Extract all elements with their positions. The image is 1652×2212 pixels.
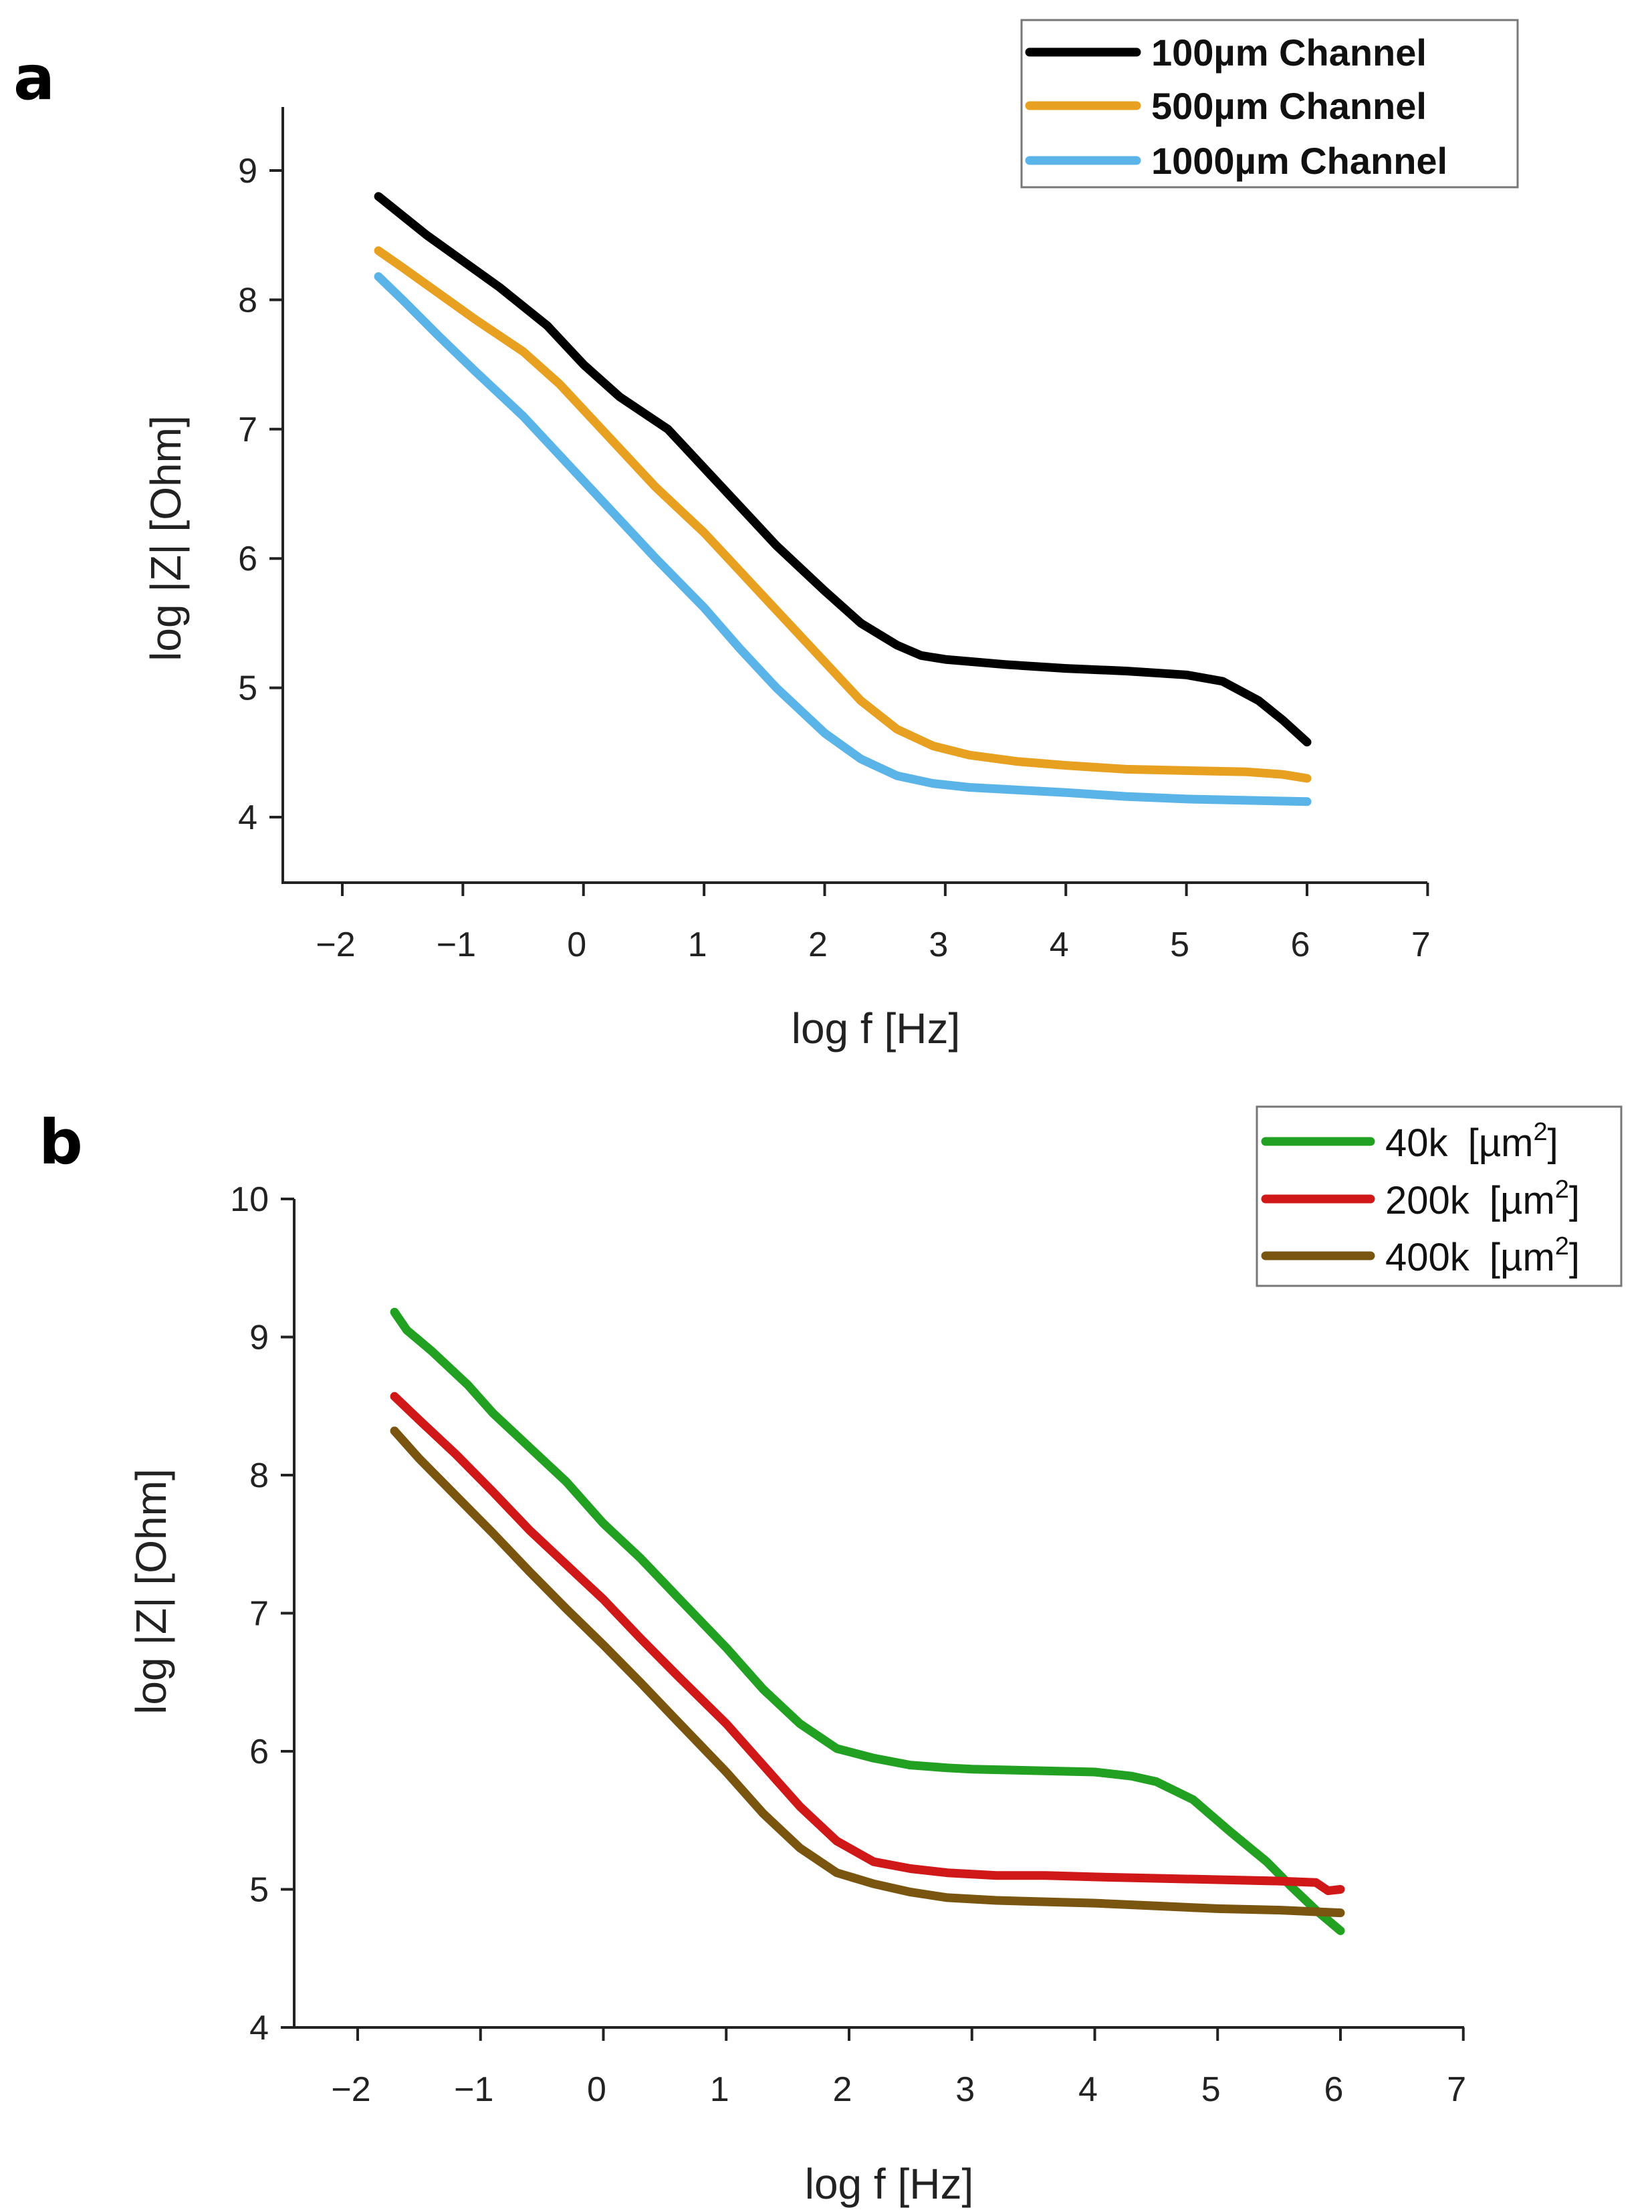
b-x-tick-label-0: −2 [331,2070,370,2109]
panel-b: b −2 −1 0 1 2 3 4 5 6 7 4 5 6 7 8 9 10 log f [Hz] log |Z… [39,1105,1623,2208]
b-y-tick-label-2: 6 [249,1733,269,1771]
a-y-tick-label-1: 5 [238,669,257,708]
panel-b-series [390,1307,1345,1935]
a-x-tick-label-7: 5 [1170,925,1189,964]
b-x-tick-label-1: −1 [454,2070,493,2109]
panel-b-y-axis-title: log |Z| [Ohm] [127,1468,175,1715]
a-x-tick-label-5: 3 [929,925,948,964]
panel-a-label: a [13,42,55,114]
panel-b-legend: 40k [µm2] 200k [µm2] 400k [µm2] [1256,1105,1623,1287]
legend-b-label-40k: 40k [µm2] [1385,1118,1558,1165]
a-x-tick-label-6: 4 [1050,925,1069,964]
b-x-tick-label-3: 1 [710,2070,729,2109]
b-x-tick-label-5: 3 [955,2070,975,2109]
a-x-tick-label-2: 0 [567,925,586,964]
legend-b-label-200k: 200k [µm2] [1385,1176,1580,1222]
b-y-tick-label-5: 9 [249,1319,269,1357]
panel-a-ticks [269,169,1429,896]
b-x-tick-label-7: 5 [1201,2070,1221,2109]
legend-b-40k-close: ] [1548,1121,1558,1165]
a-series-100um-line [374,192,1312,747]
a-y-tick-label-2: 6 [238,540,257,578]
panel-a-legend: 100µm Channel 500µm Channel 1000µm Chann… [1020,19,1519,189]
legend-a-label-500um: 500µm Channel [1151,85,1427,127]
legend-b-400k-close: ] [1569,1236,1580,1279]
panel-b-tick-labels: −2 −1 0 1 2 3 4 5 6 7 4 5 6 7 8 9 10 [230,1180,1466,2109]
a-series-1000um-line [374,272,1312,806]
panel-a: a −2 −1 0 1 2 3 4 5 6 7 4 5 6 7 8 9 log f [Hz] log |Z| … [13,19,1519,1053]
legend-b-200k-exp: 2 [1555,1176,1569,1204]
legend-b-label-400k: 400k [µm2] [1385,1232,1580,1279]
a-y-tick-label-3: 7 [238,411,257,449]
b-x-tick-label-8: 6 [1324,2070,1344,2109]
legend-b-400k-name: 400k [1385,1236,1470,1279]
legend-a-label-100um: 100µm Channel [1151,31,1427,74]
b-series-400k-line [390,1426,1345,1918]
a-x-tick-label-0: −2 [316,925,355,964]
b-y-tick-label-3: 7 [249,1595,269,1634]
panel-a-y-axis-title: log |Z| [Ohm] [142,415,190,661]
legend-b-40k-exp: 2 [1534,1118,1548,1146]
b-series-200k-line [390,1392,1345,1896]
panel-a-axes [281,107,1427,884]
a-x-tick-label-3: 1 [688,925,707,964]
panel-a-tick-labels: −2 −1 0 1 2 3 4 5 6 7 4 5 6 7 8 9 [238,152,1431,964]
a-y-tick-label-0: 4 [238,798,257,837]
legend-b-400k-unit: [µm [1490,1236,1555,1279]
legend-b-40k-unit: [µm [1468,1121,1534,1165]
b-x-tick-label-9: 7 [1447,2070,1466,2109]
b-y-tick-label-0: 4 [249,2009,269,2048]
panel-b-label: b [39,1107,83,1178]
a-x-tick-label-4: 2 [808,925,828,964]
panel-a-series [374,192,1312,806]
b-y-tick-label-6: 10 [230,1180,269,1219]
legend-b-200k-name: 200k [1385,1179,1470,1222]
a-y-tick-label-4: 8 [238,281,257,320]
legend-b-200k-unit: [µm [1490,1179,1555,1222]
legend-b-400k-exp: 2 [1555,1232,1569,1260]
legend-b-200k-close: ] [1569,1179,1580,1222]
b-series-40k-line [390,1307,1345,1935]
b-y-tick-label-1: 5 [249,1871,269,1910]
b-x-tick-label-4: 2 [833,2070,852,2109]
legend-b-40k-name: 40k [1385,1121,1449,1165]
a-x-tick-label-8: 6 [1291,925,1310,964]
b-x-tick-label-6: 4 [1078,2070,1098,2109]
a-x-tick-label-9: 7 [1411,925,1431,964]
b-x-tick-label-2: 0 [587,2070,606,2109]
legend-a-label-1000um: 1000µm Channel [1151,140,1447,182]
panel-b-axes [293,1199,1464,2029]
panel-b-x-axis-title: log f [Hz] [805,2160,974,2208]
a-x-tick-label-1: −1 [437,925,476,964]
panel-a-x-axis-title: log f [Hz] [792,1004,961,1053]
a-series-500um-line [374,246,1312,783]
a-y-tick-label-5: 9 [238,152,257,191]
b-y-tick-label-4: 8 [249,1456,269,1495]
panel-b-ticks [281,1198,1465,2041]
